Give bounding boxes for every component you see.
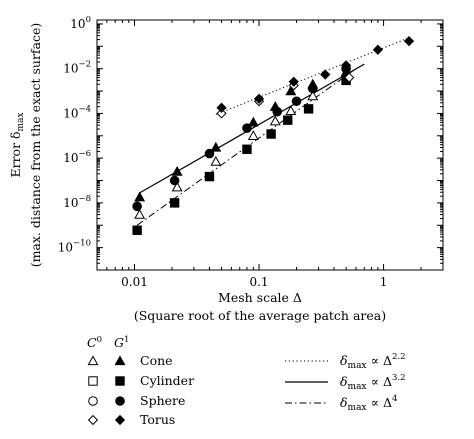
legend-marker-torus-c0 bbox=[87, 414, 99, 426]
cone-c0-point bbox=[307, 90, 319, 101]
legend-marker-sphere-g1 bbox=[115, 396, 125, 406]
sphere-g1-point bbox=[291, 96, 302, 107]
legend-fit-label-dotted: δmax ∝ Δ2.2 bbox=[340, 352, 406, 371]
legend-label-torus: Torus bbox=[140, 412, 175, 427]
cone-c0-point bbox=[269, 115, 281, 126]
legend-marker-cone-c0 bbox=[87, 355, 99, 366]
legend-fit-label-solid: δmax ∝ Δ3.2 bbox=[340, 373, 406, 392]
sphere-g1-point bbox=[132, 201, 142, 212]
y-axis-label-line2: (max. distance from the exact surface) bbox=[28, 23, 43, 268]
cone-g1-point bbox=[285, 85, 297, 96]
plot-frame bbox=[96, 19, 444, 271]
data-points bbox=[132, 36, 415, 235]
torus-g1-point bbox=[253, 93, 265, 104]
cone-g1-point bbox=[210, 141, 222, 152]
cylinder-g1-point bbox=[132, 225, 142, 235]
legend-marker-cone-g1 bbox=[114, 355, 126, 366]
legend-label-cone: Cone bbox=[140, 353, 173, 368]
torus-g1-point bbox=[288, 76, 299, 87]
torus-g1-point bbox=[372, 44, 383, 55]
cylinder-g1-point bbox=[204, 171, 215, 182]
legend-marker-cylinder-c0 bbox=[88, 376, 98, 386]
legend-marker-sphere-c0 bbox=[88, 396, 98, 406]
cone-g1-point bbox=[171, 165, 183, 176]
x-tick-label: 0.01 bbox=[121, 275, 148, 289]
torus-c0-point bbox=[344, 72, 355, 83]
cone-g1-point bbox=[247, 116, 259, 127]
legend-header-c0: C0 bbox=[87, 335, 102, 350]
torus-g1-point bbox=[403, 36, 415, 47]
cylinder-g1-point bbox=[266, 129, 276, 139]
cylinder-g1-point bbox=[169, 198, 180, 208]
y-axis-label-sub: max bbox=[16, 112, 26, 131]
legend-marker-cylinder-g1 bbox=[115, 376, 125, 386]
torus-g1-point bbox=[340, 60, 352, 71]
legend-label-cylinder: Cylinder bbox=[140, 373, 194, 388]
legend-fit-label-dashdot: δmax ∝ Δ4 bbox=[340, 394, 397, 413]
cone-c0-point bbox=[171, 181, 183, 192]
cone-c0-point bbox=[210, 155, 222, 166]
y-tick-label: 10−10 bbox=[58, 239, 91, 255]
fit-line-dotted bbox=[215, 37, 410, 115]
sphere-g1-point bbox=[272, 106, 283, 117]
y-tick-label: 10−4 bbox=[63, 104, 91, 120]
cone-g1-point bbox=[134, 191, 146, 202]
sphere-g1-point bbox=[169, 175, 180, 186]
cylinder-g1-point bbox=[303, 104, 314, 114]
y-axis-label-main: Error δ bbox=[8, 131, 23, 177]
x-tick-label: 1 bbox=[380, 275, 388, 289]
x-axis-label: Mesh scale Δ bbox=[218, 290, 302, 305]
x-axis-label-line2: (Square root of the average patch area) bbox=[134, 308, 386, 323]
legend-markers bbox=[87, 355, 126, 426]
cone-c0-point bbox=[247, 130, 259, 140]
cylinder-g1-point bbox=[242, 144, 252, 154]
torus-c0-point bbox=[216, 108, 227, 119]
y-tick-label: 10−6 bbox=[63, 149, 91, 165]
cylinder-g1-point bbox=[283, 115, 293, 125]
legend-header-g1: G1 bbox=[114, 335, 129, 350]
y-tick-label: 10−8 bbox=[63, 194, 91, 210]
sphere-g1-point bbox=[242, 123, 252, 133]
sphere-g1-point bbox=[307, 83, 318, 94]
y-tick-label: 10−2 bbox=[63, 60, 91, 76]
cone-c0-point bbox=[285, 105, 297, 116]
x-tick-label: 0.1 bbox=[249, 275, 268, 289]
torus-g1-point bbox=[216, 102, 227, 113]
torus-g1-point bbox=[320, 69, 331, 80]
y-axis-label: Error δmax bbox=[8, 112, 26, 177]
sphere-g1-point bbox=[204, 148, 215, 159]
cone-c0-point bbox=[134, 208, 146, 219]
legend-label-sphere: Sphere bbox=[140, 393, 185, 408]
y-tick-label: 100 bbox=[70, 15, 91, 31]
legend: C0 G1 Cone Cylinder Sphere Torus δmax ∝ Δ… bbox=[87, 335, 406, 427]
legend-marker-torus-g1 bbox=[114, 414, 126, 426]
axis-ticks: 0.01 0.1 1 10−10 10−8 10−6 10−4 10−2 100 bbox=[58, 15, 444, 289]
